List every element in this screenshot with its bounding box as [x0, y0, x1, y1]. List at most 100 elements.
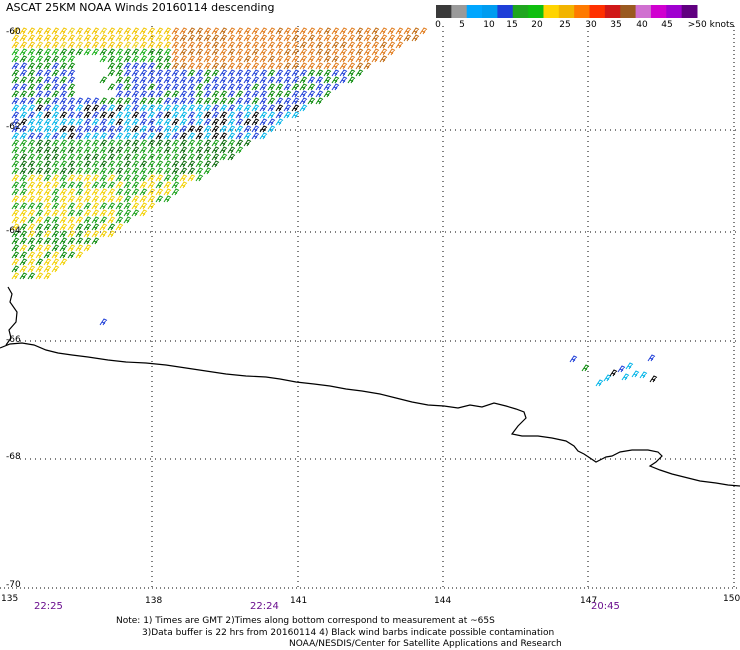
wind-barb	[163, 153, 172, 161]
wind-barb	[163, 146, 172, 154]
wind-barb	[163, 132, 172, 140]
wind-barb	[123, 188, 132, 196]
wind-barb	[27, 272, 36, 280]
wind-barb	[43, 34, 52, 42]
wind-barb	[27, 167, 36, 175]
wind-barb	[139, 111, 148, 119]
wind-barb	[347, 62, 356, 70]
wind-barb	[27, 69, 36, 77]
wind-barb	[19, 62, 28, 70]
wind-barb	[91, 216, 100, 224]
wind-barb	[227, 62, 236, 70]
wind-barb	[283, 83, 292, 91]
wind-barb	[259, 55, 268, 63]
wind-barb	[299, 76, 308, 84]
wind-barb	[67, 118, 76, 126]
wind-barb	[75, 27, 84, 35]
wind-barb	[67, 146, 76, 154]
wind-barb	[227, 139, 236, 147]
wind-barb	[43, 48, 52, 56]
wind-barb	[275, 118, 284, 126]
wind-barb	[67, 34, 76, 42]
wind-barb	[123, 195, 132, 203]
wind-barb	[147, 55, 156, 63]
wind-barb	[11, 265, 20, 273]
wind-barb	[75, 216, 84, 224]
wind-barb	[171, 34, 180, 42]
wind-barb	[67, 188, 76, 196]
wind-barb	[203, 139, 212, 147]
wind-barb	[59, 104, 68, 112]
wind-barb	[99, 146, 108, 154]
wind-barb	[19, 104, 28, 112]
wind-barb	[115, 48, 124, 56]
wind-barb	[315, 90, 324, 98]
wind-barb	[179, 62, 188, 70]
wind-barb	[203, 111, 212, 119]
wind-barb	[35, 202, 44, 210]
wind-barb	[339, 62, 348, 70]
wind-barb	[115, 34, 124, 42]
wind-barb	[59, 139, 68, 147]
wind-barb	[27, 195, 36, 203]
wind-barb	[267, 104, 276, 112]
wind-barb	[195, 97, 204, 105]
wind-barb	[315, 55, 324, 63]
wind-barb	[179, 139, 188, 147]
wind-barb	[59, 83, 68, 91]
lon-label-141: 141	[290, 596, 308, 606]
wind-barb	[83, 244, 92, 252]
wind-barb	[147, 76, 156, 84]
wind-barb	[43, 272, 52, 280]
wind-barb	[139, 160, 148, 168]
wind-barb	[11, 41, 20, 49]
wind-barb	[179, 48, 188, 56]
wind-barb	[19, 244, 28, 252]
wind-barb	[27, 55, 36, 63]
wind-barb	[35, 146, 44, 154]
wind-barb	[115, 62, 124, 70]
wind-barb	[283, 69, 292, 77]
wind-barb	[235, 125, 244, 133]
wind-barb	[187, 76, 196, 84]
wind-barb	[171, 118, 180, 126]
wind-barb	[211, 48, 220, 56]
wind-barb	[219, 55, 228, 63]
wind-barb	[43, 244, 52, 252]
wind-barb	[219, 76, 228, 84]
wind-barb	[187, 111, 196, 119]
wind-barb	[19, 27, 28, 35]
wind-barb	[371, 34, 380, 42]
wind-barb	[83, 139, 92, 147]
wind-barb	[91, 223, 100, 231]
wind-barb	[147, 139, 156, 147]
wind-barb	[139, 167, 148, 175]
wind-barb	[99, 104, 108, 112]
wind-barb	[35, 244, 44, 252]
wind-barb	[267, 76, 276, 84]
wind-barb	[19, 188, 28, 196]
wind-barb	[291, 90, 300, 98]
wind-barb	[171, 97, 180, 105]
wind-barb	[187, 97, 196, 105]
wind-barb	[371, 41, 380, 49]
wind-barb	[115, 118, 124, 126]
legend-label-10: 10	[483, 20, 495, 30]
wind-barb	[131, 104, 140, 112]
wind-barb	[67, 195, 76, 203]
wind-barb	[147, 27, 156, 35]
wind-barb	[155, 27, 164, 35]
wind-barb	[11, 27, 20, 35]
wind-barb	[243, 62, 252, 70]
wind-barb	[155, 188, 164, 196]
wind-barb	[163, 188, 172, 196]
wind-barb	[115, 27, 124, 35]
wind-barb	[19, 83, 28, 91]
wind-barb	[43, 55, 52, 63]
wind-barb	[19, 258, 28, 266]
wind-barb	[251, 132, 260, 140]
wind-barb	[291, 83, 300, 91]
wind-barb	[67, 216, 76, 224]
wind-barb	[147, 195, 156, 203]
wind-barb	[35, 139, 44, 147]
